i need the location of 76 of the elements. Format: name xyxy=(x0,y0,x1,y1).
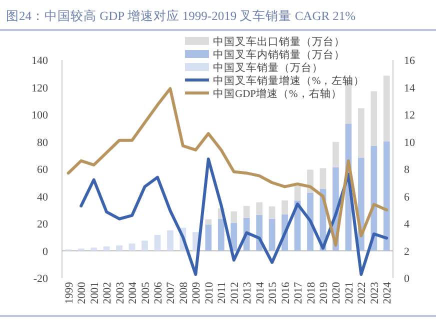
bar xyxy=(370,91,378,146)
y-tick-label: 20 xyxy=(37,218,48,230)
bar xyxy=(332,142,339,168)
y2-tick-label: 16 xyxy=(404,55,416,67)
x-tick-label: 2021 xyxy=(343,282,356,304)
y2-tick-label: 4 xyxy=(404,218,410,230)
bar xyxy=(282,200,288,215)
bar xyxy=(230,211,238,223)
x-tick-label: 2000 xyxy=(76,282,88,304)
y-tick-label: 100 xyxy=(32,110,48,122)
x-tick-label: 1999 xyxy=(63,282,76,304)
y2-tick-label: 6 xyxy=(404,191,410,204)
line-series xyxy=(80,158,388,276)
y2-tick-label: 12 xyxy=(404,110,415,122)
bar xyxy=(230,222,238,251)
x-tick-label: 2010 xyxy=(203,282,216,304)
x-tick-label: 2005 xyxy=(140,282,152,304)
line-series xyxy=(66,87,388,247)
bar xyxy=(294,186,301,201)
bar xyxy=(205,224,212,251)
y2-tick-label: 0 xyxy=(404,273,410,285)
legend-label: 中国叉车出口销量（万台） xyxy=(213,35,345,48)
x-tick-label: 2008 xyxy=(178,282,190,304)
legend-label: 中国叉车销量（万台） xyxy=(213,61,323,74)
bar xyxy=(243,206,250,218)
bar xyxy=(268,206,276,219)
y-tick-label: 40 xyxy=(37,191,48,204)
y2-tick-label: 14 xyxy=(404,82,416,94)
x-tick-label: 2019 xyxy=(318,282,330,304)
x-tick-label: 2012 xyxy=(228,282,241,304)
x-tick-label: 2013 xyxy=(242,282,254,304)
bar xyxy=(358,108,364,158)
x-tick-label: 2016 xyxy=(280,282,292,304)
x-tick-label: 2022 xyxy=(356,282,368,304)
y-tick-label: 140 xyxy=(32,55,48,67)
bar xyxy=(383,141,390,251)
x-tick-label: 2006 xyxy=(152,282,164,304)
x-tick-label: 2004 xyxy=(127,282,140,304)
bar xyxy=(154,234,161,251)
x-tick-label: 2023 xyxy=(368,282,381,304)
bar xyxy=(128,244,136,251)
x-tick-label: 2003 xyxy=(114,282,126,304)
y-tick-label: -20 xyxy=(33,273,48,285)
bar xyxy=(167,230,174,251)
bar xyxy=(103,246,110,251)
y2-tick-label: 2 xyxy=(404,246,410,258)
x-tick-label: 2011 xyxy=(216,282,228,304)
x-tick-label: 2024 xyxy=(382,282,394,304)
bar xyxy=(218,218,224,251)
legend-label: 中国叉车内销销量（万台） xyxy=(213,48,345,61)
x-tick-label: 2015 xyxy=(267,282,280,304)
y-tick-label: 0 xyxy=(42,246,48,258)
x-tick-label: 2020 xyxy=(330,282,343,304)
x-tick-label: 2007 xyxy=(165,282,178,304)
x-tick-label: 2009 xyxy=(190,282,203,304)
legend-label: 中国叉车销量增速（%，左轴） xyxy=(213,74,365,87)
bar xyxy=(256,202,263,215)
bar xyxy=(205,219,212,225)
bar xyxy=(116,245,122,251)
chart-title: 图24：中国较高 GDP 增速对应 1999-2019 叉车销量 CAGR 21% xyxy=(6,8,356,23)
y-tick-label: 80 xyxy=(37,136,48,149)
bar xyxy=(383,76,390,142)
x-tick-label: 2002 xyxy=(102,282,114,304)
x-tick-label: 2001 xyxy=(88,282,101,304)
bar xyxy=(90,248,98,251)
bar xyxy=(142,240,148,251)
y2-tick-label: 10 xyxy=(404,136,416,149)
x-tick-label: 2017 xyxy=(292,282,305,304)
x-tick-label: 2018 xyxy=(305,282,318,304)
x-tick-label: 2014 xyxy=(254,282,266,304)
y2-tick-label: 8 xyxy=(404,164,410,176)
bar xyxy=(268,218,276,251)
legend-label: 中国GDP增速（%，右轴） xyxy=(213,87,342,100)
y-tick-label: 60 xyxy=(37,164,48,176)
bar xyxy=(320,168,326,189)
y-tick-label: 120 xyxy=(32,82,48,94)
